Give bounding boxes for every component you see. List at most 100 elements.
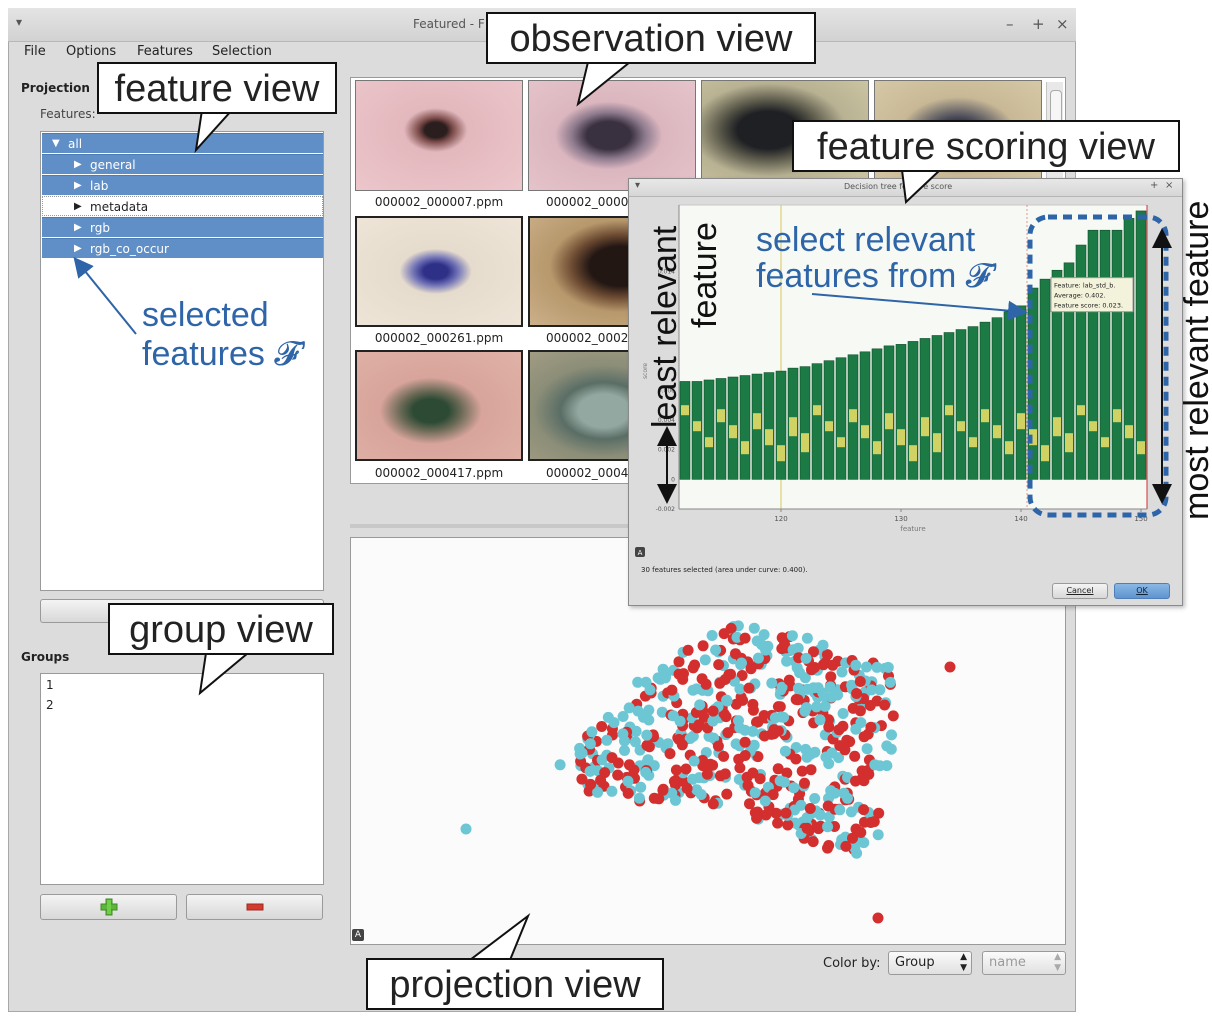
scatter-point <box>872 912 884 924</box>
minimize-icon[interactable]: – <box>1006 15 1014 33</box>
heat-highlight <box>753 413 761 430</box>
scatter-point <box>806 664 817 676</box>
projection-scatter-plot[interactable] <box>351 538 1065 944</box>
menu-file[interactable]: File <box>24 44 46 59</box>
scatter-point <box>864 700 876 711</box>
scatter-point <box>612 769 624 781</box>
heat-highlight <box>705 437 713 448</box>
x-tick-label: 150 <box>1134 515 1147 523</box>
tree-item-metadata[interactable]: ▶ metadata <box>42 196 323 216</box>
expand-arrow-icon[interactable]: ▶ <box>74 201 82 212</box>
heat-highlight <box>945 405 953 416</box>
score-bar <box>979 321 991 480</box>
expand-arrow-icon[interactable]: ▶ <box>74 222 82 233</box>
ok-button[interactable]: OK <box>1114 583 1170 599</box>
scatter-point <box>725 622 737 634</box>
scatter-point <box>863 768 875 780</box>
scatter-point <box>802 683 814 695</box>
color-by-select[interactable]: Group ▲ ▼ <box>888 951 972 975</box>
scatter-point <box>737 694 749 706</box>
scatter-point <box>869 759 881 771</box>
tree-item-label: rgb_co_occur <box>90 242 169 256</box>
selection-status: 30 features selected (area under curve: … <box>641 566 808 574</box>
scatter-point <box>576 773 588 785</box>
tree-item-rgb[interactable]: ▶ rgb <box>42 217 323 237</box>
scatter-point <box>601 734 613 746</box>
scatter-point <box>800 652 812 664</box>
tooltip-line: Feature score: 0.023. <box>1054 302 1123 310</box>
tooltip-line: Average: 0.402. <box>1054 292 1106 300</box>
scatter-point <box>596 721 608 732</box>
scatter-point <box>743 682 755 694</box>
tree-item-rgb-co-occur[interactable]: ▶ rgb_co_occur <box>42 238 323 258</box>
lesion-thumbnail[interactable] <box>355 350 523 461</box>
scatter-point <box>652 672 664 684</box>
chart-badge-label: A <box>638 549 643 557</box>
expand-arrow-icon[interactable]: ▶ <box>74 180 82 191</box>
y-tick-label: 0.006 <box>658 387 675 394</box>
scatter-point <box>699 654 711 666</box>
scatter-point <box>824 681 836 693</box>
scatter-point <box>642 754 654 766</box>
dialog-menu-icon[interactable]: ▾ <box>635 180 641 191</box>
scatter-point <box>871 661 883 673</box>
remove-group-button[interactable] <box>186 894 323 920</box>
tree-item-general[interactable]: ▶ general <box>42 154 323 174</box>
scatter-point <box>701 768 713 780</box>
scatter-point <box>776 681 788 693</box>
window-menu-icon[interactable]: ▾ <box>16 15 23 29</box>
lesion-thumbnail[interactable] <box>355 80 523 191</box>
dialog-maximize-icon[interactable]: + <box>1150 180 1159 191</box>
heat-highlight <box>813 405 821 416</box>
add-group-button[interactable] <box>40 894 177 920</box>
menu-features[interactable]: Features <box>137 44 193 59</box>
scatter-point <box>861 743 873 755</box>
scatter-point <box>820 657 832 669</box>
scatter-point <box>792 682 804 694</box>
groups-list[interactable]: 1 2 <box>40 673 324 885</box>
scatter-point <box>809 746 821 758</box>
scatter-point <box>814 714 826 726</box>
scatter-point <box>778 776 790 788</box>
group-item[interactable]: 2 <box>46 698 54 712</box>
window-title: Featured - F <box>413 17 485 31</box>
group-item[interactable]: 1 <box>46 678 54 692</box>
scatter-point <box>812 682 824 694</box>
heat-highlight <box>837 437 845 448</box>
scatter-point <box>801 751 813 763</box>
feature-tree[interactable]: ▼ all ▶ general ▶ lab ▶ metadata ▶ rgb ▶… <box>40 131 324 591</box>
scatter-point <box>687 662 699 674</box>
tree-item-lab[interactable]: ▶ lab <box>42 175 323 195</box>
lesion-thumbnail[interactable] <box>355 216 523 327</box>
scatter-point <box>734 762 746 774</box>
scatter-point <box>768 724 780 736</box>
scatter-point <box>851 847 863 859</box>
close-icon[interactable]: × <box>1056 15 1069 33</box>
expand-arrow-icon[interactable]: ▶ <box>74 243 82 254</box>
score-bar <box>967 326 979 480</box>
cancel-button[interactable]: Cancel <box>1052 583 1108 599</box>
score-bar <box>679 381 691 480</box>
tree-item-all[interactable]: ▼ all <box>42 133 323 153</box>
tooltip-line: Feature: lab_std_b. <box>1054 282 1116 290</box>
scatter-point <box>744 798 755 810</box>
heat-highlight <box>693 421 701 432</box>
scatter-point <box>696 673 708 685</box>
scatter-point <box>868 816 880 828</box>
menu-selection[interactable]: Selection <box>212 44 272 59</box>
observation-view-callout: observation view <box>486 12 816 64</box>
score-bar <box>835 357 847 480</box>
scatter-point <box>884 676 896 688</box>
menu-options[interactable]: Options <box>66 44 117 59</box>
expand-arrow-icon[interactable]: ▼ <box>52 138 60 149</box>
scatter-point <box>682 644 694 656</box>
maximize-icon[interactable]: + <box>1032 15 1045 33</box>
lesion-thumbnail[interactable] <box>528 80 696 191</box>
x-tick-label: 130 <box>894 515 907 523</box>
name-select[interactable]: name ▲ ▼ <box>982 951 1066 975</box>
scatter-point <box>944 661 956 673</box>
scatter-point <box>825 671 837 683</box>
dialog-close-icon[interactable]: × <box>1165 180 1174 191</box>
expand-arrow-icon[interactable]: ▶ <box>74 159 82 170</box>
scatter-point <box>799 777 810 789</box>
